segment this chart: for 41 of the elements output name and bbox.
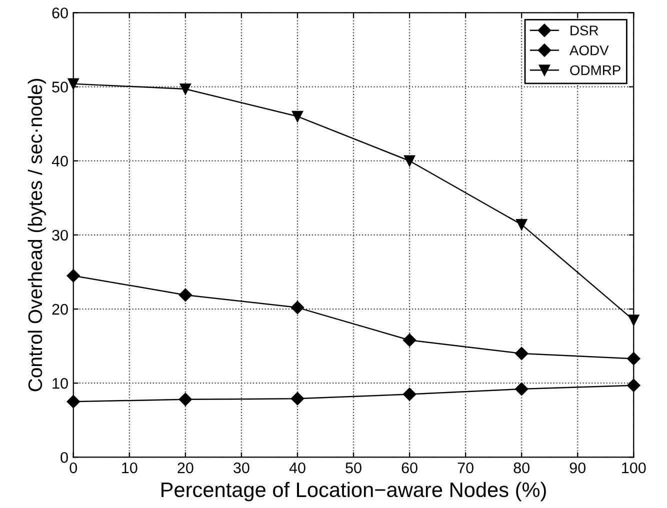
x-tick-label: 0: [70, 462, 78, 474]
point: [178, 288, 192, 302]
point: [402, 388, 416, 401]
y-tick-label: 10: [52, 378, 68, 389]
point: [628, 314, 640, 326]
y-tick-label: 40: [52, 156, 68, 167]
y-tick-label: 50: [52, 82, 68, 92]
x-tick-label: 100: [622, 462, 646, 474]
point: [68, 78, 79, 90]
point: [290, 300, 304, 314]
x-tick-label: 10: [122, 462, 138, 474]
x-tick-label: 20: [178, 462, 194, 474]
x-tick-label: 60: [402, 462, 418, 474]
legend-label: AODV: [569, 45, 609, 56]
point: [627, 378, 640, 392]
point: [627, 352, 640, 366]
legend-label: ODMRP: [570, 65, 620, 76]
y-tick-label: 30: [52, 230, 68, 241]
point: [180, 83, 191, 95]
x-tick-label: 90: [570, 462, 586, 474]
point: [516, 219, 528, 230]
x-axis-title: Percentage of Location−aware Nodes (%): [162, 482, 546, 502]
point: [66, 395, 80, 408]
point: [66, 269, 80, 282]
x-tick-label: 70: [458, 462, 474, 474]
x-tick-label: 80: [514, 462, 530, 474]
point: [292, 110, 304, 122]
y-tick-label: 20: [52, 304, 68, 315]
point: [515, 346, 528, 360]
legend-label: DSR: [570, 26, 598, 36]
x-tick-label: 40: [289, 462, 306, 474]
point: [402, 334, 416, 347]
point: [515, 382, 528, 396]
point: [178, 392, 192, 406]
point: [404, 155, 416, 166]
point: [290, 392, 304, 406]
x-tick-label: 30: [234, 462, 250, 474]
x-tick-label: 50: [346, 462, 362, 474]
y-tick-label: 60: [52, 8, 68, 18]
y-axis-title: Control Overhead (bytes / sec·node): [28, 78, 46, 392]
y-tick-label: 0: [60, 452, 68, 463]
